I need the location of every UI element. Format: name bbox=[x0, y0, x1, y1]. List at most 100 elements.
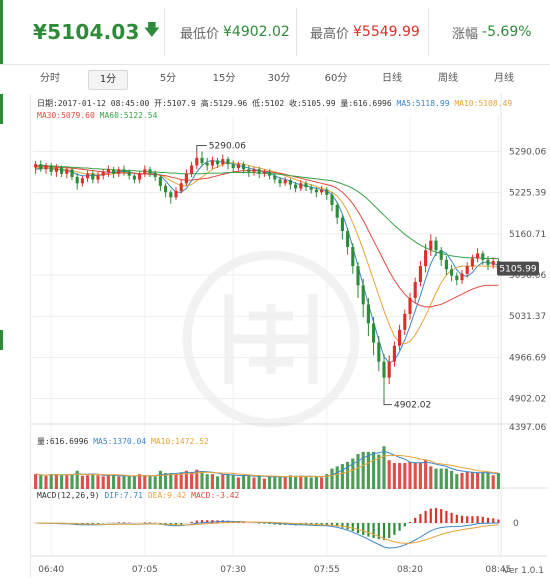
volume-bar bbox=[200, 471, 204, 489]
volume-bar bbox=[106, 475, 110, 489]
tab-30min[interactable]: 30分 bbox=[267, 73, 291, 84]
kline-chart-panel[interactable]: 日期:2017-01-12 08:45:00 开:5107.9 高:5129.9… bbox=[30, 94, 547, 578]
y-tick-label: 5096.06 bbox=[509, 271, 546, 281]
volume-bar bbox=[314, 476, 318, 489]
tab-5min[interactable]: 5分 bbox=[159, 73, 177, 84]
candle-body bbox=[413, 282, 417, 298]
accent-bar bbox=[0, 330, 3, 350]
volume-bar bbox=[429, 466, 433, 489]
y-tick-label: 5290.06 bbox=[509, 147, 546, 157]
candle-body bbox=[216, 160, 220, 165]
volume-bar bbox=[34, 474, 38, 489]
kline-legend-row2: MA30:5079.60 MA60:5122.54 bbox=[37, 111, 157, 120]
candle-body bbox=[486, 259, 490, 265]
candle-body bbox=[247, 169, 251, 172]
candle-body bbox=[398, 329, 402, 346]
candle-body bbox=[80, 178, 84, 184]
y-tick-label: 5225.39 bbox=[509, 189, 546, 199]
candle-body bbox=[262, 171, 266, 174]
volume-bar bbox=[236, 477, 240, 489]
candle-body bbox=[325, 189, 329, 195]
candle-body bbox=[424, 250, 428, 267]
candle-body bbox=[294, 184, 298, 189]
low-marker-line bbox=[383, 398, 392, 406]
low-price-annotation: 4902.02 bbox=[394, 401, 431, 411]
candle-body bbox=[450, 269, 454, 276]
candle-body bbox=[268, 171, 272, 176]
volume-bar bbox=[54, 474, 58, 489]
macd-legend-macd: MACD:-3.42 bbox=[191, 491, 240, 500]
candle-body bbox=[377, 342, 381, 362]
candle-body bbox=[179, 183, 183, 191]
volume-bar bbox=[366, 451, 370, 489]
volume-bar bbox=[91, 474, 95, 489]
volume-bar bbox=[86, 475, 90, 489]
candle-body bbox=[143, 169, 147, 174]
current-price: ¥5104.03 bbox=[33, 20, 140, 44]
volume-bar bbox=[377, 454, 381, 489]
volume-bar bbox=[325, 474, 329, 489]
volume-bar bbox=[288, 475, 292, 489]
candle-body bbox=[408, 297, 412, 314]
candle-body bbox=[122, 169, 126, 172]
volume-bar bbox=[179, 473, 183, 489]
candle-body bbox=[387, 361, 391, 378]
volume-bar bbox=[387, 460, 391, 489]
volume-bar bbox=[413, 462, 417, 489]
x-tick-label: 07:05 bbox=[132, 565, 158, 575]
candle-body bbox=[460, 273, 464, 281]
candle-body bbox=[65, 169, 69, 174]
ma30-line bbox=[35, 166, 499, 308]
tab-weekly[interactable]: 周线 bbox=[438, 73, 458, 84]
candle-body bbox=[153, 173, 157, 177]
down-arrow-icon: 🡇 bbox=[143, 19, 161, 39]
x-tick-label: 07:30 bbox=[220, 565, 246, 575]
volume-bar bbox=[268, 476, 272, 489]
legend-volume: 量:616.6996 bbox=[340, 99, 392, 108]
tab-daily[interactable]: 日线 bbox=[382, 73, 402, 84]
candle-body bbox=[299, 183, 303, 189]
volume-bar bbox=[221, 474, 225, 489]
volume-bar bbox=[60, 475, 64, 489]
candle-body bbox=[403, 313, 407, 330]
tab-fenshi[interactable]: 分时 bbox=[40, 73, 60, 84]
candle-body bbox=[195, 157, 199, 166]
volume-bar bbox=[299, 475, 303, 489]
candle-body bbox=[75, 176, 79, 184]
candle-body bbox=[429, 240, 433, 251]
candle-body bbox=[132, 175, 136, 180]
candle-body bbox=[226, 159, 230, 165]
tab-monthly[interactable]: 月线 bbox=[494, 73, 514, 84]
tab-1min[interactable]: 1分 bbox=[88, 70, 128, 90]
macd-dea-line bbox=[35, 521, 499, 544]
current-price-cell: ¥5104.03 🡇 bbox=[0, 0, 164, 64]
y-tick-label: 4966.69 bbox=[509, 353, 546, 363]
volume-bar bbox=[273, 476, 277, 489]
tab-15min[interactable]: 15分 bbox=[212, 73, 236, 84]
candle-body bbox=[60, 167, 64, 174]
volume-bar bbox=[335, 466, 339, 489]
candle-body bbox=[288, 180, 292, 185]
x-tick-label: 08:20 bbox=[397, 565, 423, 575]
volume-bar bbox=[351, 458, 355, 489]
candle-body bbox=[70, 169, 74, 177]
volume-bar bbox=[153, 476, 157, 489]
accent-bar bbox=[0, 94, 3, 124]
candle-body bbox=[158, 176, 162, 186]
tab-60min[interactable]: 60分 bbox=[324, 73, 348, 84]
volume-bar bbox=[262, 478, 266, 489]
macd-histogram bbox=[33, 508, 501, 549]
volume-bar bbox=[476, 473, 480, 489]
volume-bar bbox=[460, 473, 464, 489]
volume-bar bbox=[403, 462, 407, 489]
candle-body bbox=[96, 175, 100, 180]
volume-bar bbox=[169, 473, 173, 489]
high-price-cell: 最高价 ¥5549.99 bbox=[310, 0, 420, 64]
candle-body bbox=[91, 173, 95, 180]
last-price-badge bbox=[497, 261, 539, 276]
legend-close: 收:5105.99 bbox=[288, 99, 336, 108]
ma60-line bbox=[35, 165, 499, 259]
candle-body bbox=[101, 171, 105, 176]
volume-bar bbox=[80, 475, 84, 489]
candle-body bbox=[106, 169, 110, 172]
